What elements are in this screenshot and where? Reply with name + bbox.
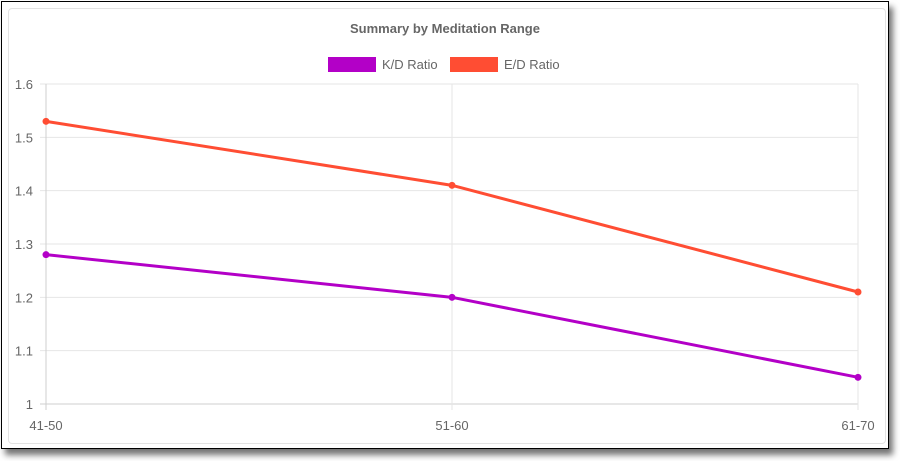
series-group [42, 117, 862, 381]
chart-title: Summary by Meditation Range [350, 21, 540, 36]
chart-card [8, 8, 886, 444]
data-point [448, 293, 456, 301]
y-tick-label: 1.6 [15, 77, 33, 92]
legend: K/D Ratio E/D Ratio [328, 57, 560, 72]
legend-label: E/D Ratio [504, 57, 560, 72]
legend-label: K/D Ratio [382, 57, 438, 72]
x-tick-label: 51-60 [435, 418, 468, 433]
legend-swatch [328, 57, 376, 72]
y-tick-label: 1.2 [15, 290, 33, 305]
x-tick-label: 61-70 [841, 418, 874, 433]
y-tick-label: 1.5 [15, 130, 33, 145]
axes: 1 1.1 1.2 1.3 1.4 1.5 1.6 41-50 51-60 61-70 [15, 77, 875, 433]
data-point [854, 288, 862, 296]
data-point [854, 373, 862, 381]
y-tick-label: 1 [26, 397, 33, 412]
x-tick-label: 41-50 [29, 418, 62, 433]
grid [40, 83, 859, 410]
y-tick-label: 1.4 [15, 184, 33, 199]
y-tick-label: 1.1 [15, 344, 33, 359]
data-point [448, 181, 456, 189]
data-point [42, 251, 50, 259]
screenshot-frame [1, 1, 889, 449]
legend-swatch [450, 57, 498, 72]
data-point [42, 117, 50, 125]
y-tick-label: 1.3 [15, 237, 33, 252]
